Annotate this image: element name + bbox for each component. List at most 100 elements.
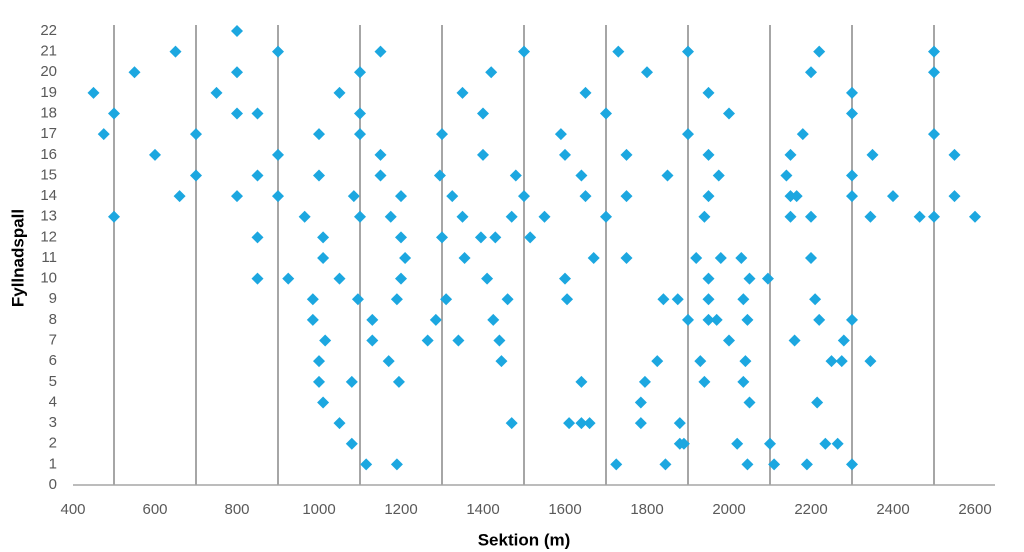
y-tick-label: 16 <box>40 146 57 163</box>
point <box>495 355 508 368</box>
point <box>458 252 471 264</box>
point <box>690 252 703 264</box>
point <box>382 355 395 368</box>
point <box>813 313 826 326</box>
point <box>333 272 346 285</box>
point <box>282 272 295 285</box>
point <box>702 190 715 203</box>
point <box>634 396 647 409</box>
point <box>864 355 877 368</box>
point <box>317 396 330 409</box>
point <box>354 210 366 223</box>
point <box>456 210 469 223</box>
point <box>735 252 748 264</box>
x-tick-label: 2600 <box>958 501 991 518</box>
point <box>761 272 774 285</box>
point <box>768 458 781 471</box>
point <box>360 458 373 471</box>
x-tick-label: 2400 <box>876 501 909 518</box>
point <box>723 107 735 120</box>
point <box>563 417 576 430</box>
y-tick-label: 1 <box>49 455 57 472</box>
y-tick-label: 19 <box>40 84 57 101</box>
point <box>251 272 264 285</box>
point <box>366 313 379 326</box>
point <box>390 458 403 471</box>
point <box>928 66 940 79</box>
point <box>231 66 243 79</box>
point <box>395 272 407 285</box>
point <box>682 313 694 326</box>
point <box>561 293 574 306</box>
y-tick-label: 20 <box>40 63 57 80</box>
point <box>456 86 469 99</box>
point <box>805 252 817 264</box>
point <box>575 375 588 388</box>
y-tick-label: 11 <box>41 249 57 266</box>
point <box>429 313 442 326</box>
point <box>313 169 325 182</box>
point <box>317 252 330 264</box>
point <box>796 128 809 141</box>
point <box>743 396 756 409</box>
x-tick-label: 800 <box>224 501 249 518</box>
point <box>600 210 612 223</box>
point <box>272 148 284 161</box>
point <box>505 417 518 430</box>
point <box>173 190 186 203</box>
point <box>612 45 625 58</box>
point <box>928 128 940 141</box>
x-axis-title: Sektion (m) <box>478 530 571 549</box>
point <box>587 252 600 264</box>
y-tick-label: 10 <box>40 270 57 287</box>
y-tick-label: 3 <box>49 414 57 431</box>
point <box>805 66 817 79</box>
point <box>481 272 494 285</box>
point <box>251 169 264 182</box>
point <box>805 210 817 223</box>
y-tick-label: 8 <box>49 311 57 328</box>
point <box>306 313 319 326</box>
point <box>399 252 412 264</box>
point <box>374 148 387 161</box>
x-tick-label: 2200 <box>794 501 827 518</box>
point <box>698 375 711 388</box>
point <box>846 86 858 99</box>
point <box>452 334 465 347</box>
point <box>366 334 379 347</box>
point <box>489 231 502 244</box>
point <box>948 148 961 161</box>
y-tick-label: 7 <box>49 332 57 349</box>
point <box>800 458 813 471</box>
point <box>108 210 120 223</box>
point <box>487 313 500 326</box>
point <box>948 190 961 203</box>
point <box>641 66 653 79</box>
point <box>784 148 797 161</box>
point <box>554 128 567 141</box>
point <box>813 45 826 58</box>
point <box>610 458 623 471</box>
point <box>831 437 844 450</box>
x-tick-label: 1200 <box>384 501 417 518</box>
point <box>673 417 686 430</box>
point <box>477 107 489 120</box>
x-tick-label: 1400 <box>466 501 499 518</box>
point <box>384 210 397 223</box>
point <box>702 148 715 161</box>
point <box>825 355 838 368</box>
point <box>306 293 319 306</box>
point <box>440 293 453 306</box>
point <box>671 293 684 306</box>
point <box>714 252 727 264</box>
point <box>436 231 448 244</box>
point <box>169 45 182 58</box>
point <box>319 334 332 347</box>
point <box>251 231 264 244</box>
point <box>333 417 346 430</box>
point <box>190 169 202 182</box>
point <box>333 86 346 99</box>
point <box>313 375 325 388</box>
point <box>702 313 715 326</box>
point <box>741 313 754 326</box>
